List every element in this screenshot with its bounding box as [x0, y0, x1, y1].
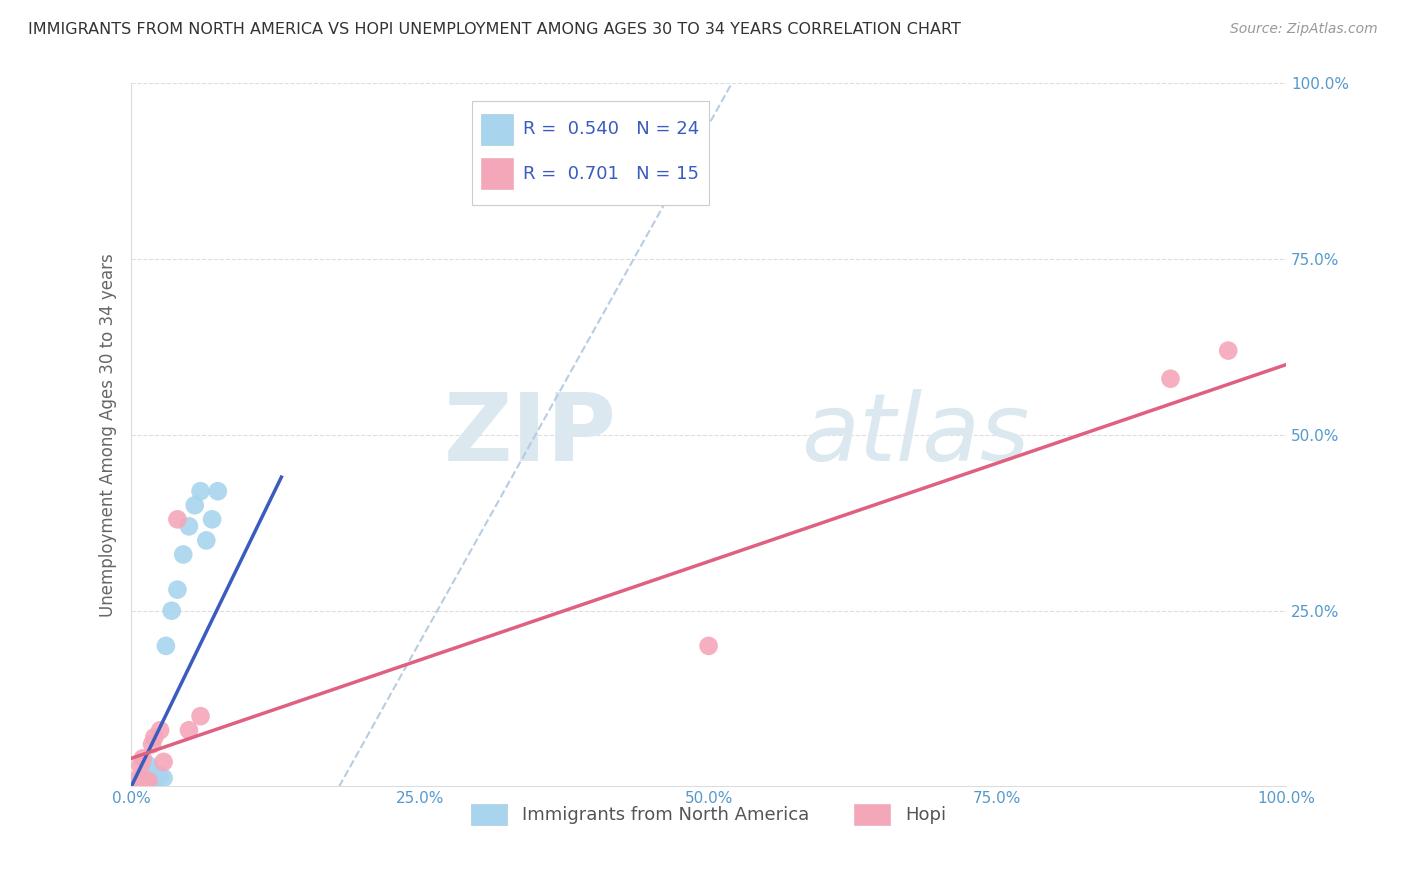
Point	[125, 772, 148, 787]
Point	[177, 519, 200, 533]
Text: R =  0.701   N = 15: R = 0.701 N = 15	[523, 165, 699, 183]
Point	[143, 731, 166, 745]
Point	[155, 639, 177, 653]
Point	[145, 773, 167, 788]
FancyBboxPatch shape	[481, 158, 513, 189]
Point	[195, 533, 218, 548]
Point	[134, 767, 156, 781]
Text: R =  0.540   N = 24: R = 0.540 N = 24	[523, 120, 699, 138]
Text: IMMIGRANTS FROM NORTH AMERICA VS HOPI UNEMPLOYMENT AMONG AGES 30 TO 34 YEARS COR: IMMIGRANTS FROM NORTH AMERICA VS HOPI UN…	[28, 22, 960, 37]
Point	[132, 771, 155, 785]
Point	[138, 762, 160, 776]
FancyBboxPatch shape	[472, 101, 709, 205]
Point	[697, 639, 720, 653]
Point	[207, 484, 229, 499]
Point	[152, 755, 174, 769]
Point	[138, 773, 160, 788]
Point	[190, 484, 212, 499]
FancyBboxPatch shape	[481, 113, 513, 145]
Text: atlas: atlas	[801, 390, 1029, 481]
Point	[201, 512, 224, 526]
Point	[135, 765, 157, 780]
Point	[149, 723, 172, 738]
Point	[166, 582, 188, 597]
Y-axis label: Unemployment Among Ages 30 to 34 years: Unemployment Among Ages 30 to 34 years	[100, 253, 117, 617]
Point	[172, 548, 194, 562]
Point	[141, 737, 163, 751]
Point	[152, 771, 174, 785]
Point	[134, 776, 156, 790]
Point	[125, 776, 148, 790]
Point	[132, 751, 155, 765]
Point	[184, 498, 207, 512]
Point	[141, 776, 163, 790]
Point	[177, 723, 200, 738]
Point	[160, 604, 183, 618]
Point	[1159, 372, 1181, 386]
Point	[143, 772, 166, 787]
Point	[138, 758, 160, 772]
Point	[129, 772, 152, 787]
Text: ZIP: ZIP	[443, 389, 616, 481]
Point	[128, 773, 150, 788]
Point	[166, 512, 188, 526]
Legend: Immigrants from North America, Hopi: Immigrants from North America, Hopi	[463, 795, 955, 834]
Point	[149, 769, 172, 783]
Point	[129, 758, 152, 772]
Point	[132, 769, 155, 783]
Point	[190, 709, 212, 723]
Text: Source: ZipAtlas.com: Source: ZipAtlas.com	[1230, 22, 1378, 37]
Point	[1218, 343, 1240, 358]
